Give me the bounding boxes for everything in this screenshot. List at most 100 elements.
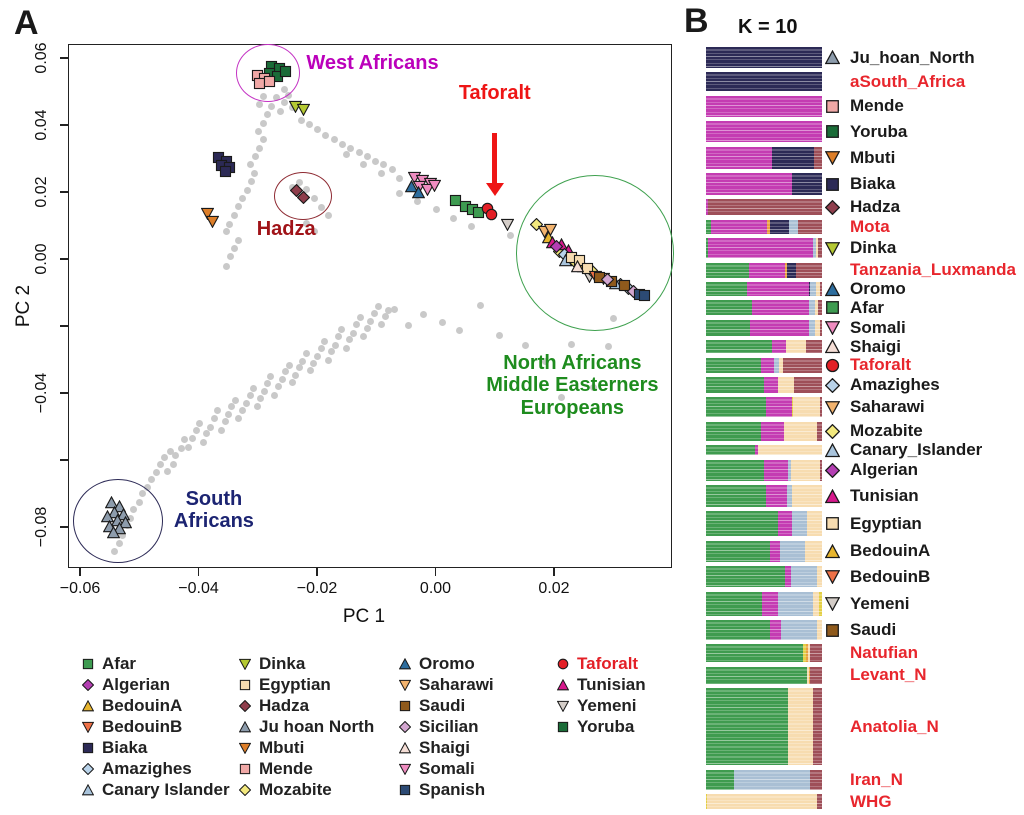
ancestry-segment-maroon [782, 357, 822, 373]
background-point [395, 189, 403, 197]
ancestry-segment-tan [806, 666, 810, 684]
background-point [413, 198, 421, 206]
background-point [243, 187, 251, 195]
ancestry-segment-tan [806, 511, 822, 537]
legend-label: Sicilian [419, 717, 479, 736]
legend-diamond-icon [81, 762, 95, 776]
ancestry-segment-maroon [805, 340, 822, 354]
background-point [292, 371, 300, 379]
background-point [235, 414, 243, 422]
background-point [166, 447, 174, 455]
ancestry-segment-magenta [706, 146, 773, 169]
y-axis-title: PC 2 [13, 284, 34, 328]
panel-a-letter: A [14, 4, 39, 42]
ancestry-segment-tan [804, 540, 822, 562]
y-axis-tick [60, 392, 68, 394]
admixture-row-levant_n [706, 666, 822, 684]
legend-label: Tunisian [577, 675, 646, 694]
legend-label: Dinka [259, 654, 306, 673]
legend-square-icon [239, 679, 251, 691]
population-label: Shaigi [850, 336, 902, 356]
ancestry-segment-maroon [813, 146, 822, 169]
legend-label: Taforalt [577, 654, 639, 673]
row-triangle-down-icon [824, 150, 840, 166]
admixture-row-yemeni [706, 591, 822, 616]
ancestry-segment-tan [815, 300, 819, 316]
ancestry-segment-green [706, 459, 764, 481]
background-point [221, 418, 229, 426]
somali-marker [420, 183, 434, 197]
background-point [234, 237, 242, 245]
population-label: Dinka [850, 238, 897, 258]
ancestry-segment-green [706, 644, 804, 663]
background-point [330, 136, 338, 144]
background-point [352, 321, 360, 329]
ancestry-segment-tan [816, 282, 820, 296]
background-point [148, 475, 156, 483]
ancestry-segment-yellow [803, 644, 806, 663]
ancestry-segment-magenta [706, 121, 822, 143]
x-axis-tick [434, 568, 437, 576]
x-axis-tick-label: 0.02 [538, 580, 570, 597]
legend-label: BedouinA [102, 696, 183, 715]
population-label: Taforalt [850, 355, 912, 375]
background-point [331, 341, 339, 349]
afar-marker [449, 194, 462, 207]
background-point [169, 460, 177, 468]
background-point [342, 344, 350, 352]
row-diamond-icon [824, 377, 840, 393]
background-point [144, 484, 152, 492]
background-point [439, 319, 447, 327]
legend-triangle-down-icon [238, 742, 252, 755]
population-label: Saudi [850, 620, 897, 639]
x-axis-tick-label: −0.04 [178, 580, 219, 597]
population-label: Yoruba [850, 121, 908, 141]
ancestry-segment-tan [817, 566, 822, 588]
row-circle-icon [825, 358, 840, 373]
ancestry-segment-lightblue [733, 769, 811, 790]
legend-square-icon [557, 721, 569, 733]
ancestry-segment-tan [816, 238, 819, 259]
legend-diamond-icon [398, 720, 412, 734]
background-point [259, 136, 267, 144]
ancestry-segment-green [706, 282, 747, 296]
ancestry-segment-maroon [819, 397, 822, 418]
background-point [363, 324, 371, 332]
admixture-row-hadza [706, 199, 822, 216]
population-label: Biaka [850, 174, 896, 193]
ancestry-segment-magenta [769, 540, 781, 562]
ancestry-segment-tan [779, 357, 783, 373]
background-point [381, 313, 389, 321]
background-point [210, 415, 218, 423]
taforalt-arrow [492, 132, 498, 185]
admixture-row-ju_hoan_north [706, 47, 822, 68]
background-point [297, 116, 305, 124]
y-axis-tick-label: 0.04 [33, 109, 50, 141]
background-point [217, 427, 225, 435]
legend-label: Saudi [419, 696, 466, 715]
background-point [193, 427, 201, 435]
population-label: Saharawi [850, 397, 925, 417]
background-point [276, 107, 284, 115]
background-point [338, 141, 346, 149]
x-axis-tick [197, 568, 200, 576]
row-triangle-up-icon [824, 281, 840, 297]
population-label: Algerian [850, 460, 919, 480]
somali-marker [428, 179, 442, 193]
shaigi-marker [570, 259, 585, 273]
background-point [317, 344, 325, 352]
ancestry-segment-orange [805, 644, 809, 663]
legend-label: Yemeni [577, 696, 637, 715]
y-axis-tick [60, 325, 68, 327]
background-point [299, 357, 307, 365]
row-triangle-up-icon [824, 543, 840, 559]
background-point [309, 359, 317, 367]
legend-diamond-icon [238, 783, 252, 797]
population-label: Anatolia_N [850, 716, 939, 736]
row-square-icon [825, 124, 840, 139]
background-point [246, 391, 254, 399]
background-point [370, 309, 378, 317]
legend-triangle-down-icon [398, 679, 412, 692]
ancestry-segment-maroon [818, 238, 822, 259]
row-square-icon [825, 516, 840, 531]
